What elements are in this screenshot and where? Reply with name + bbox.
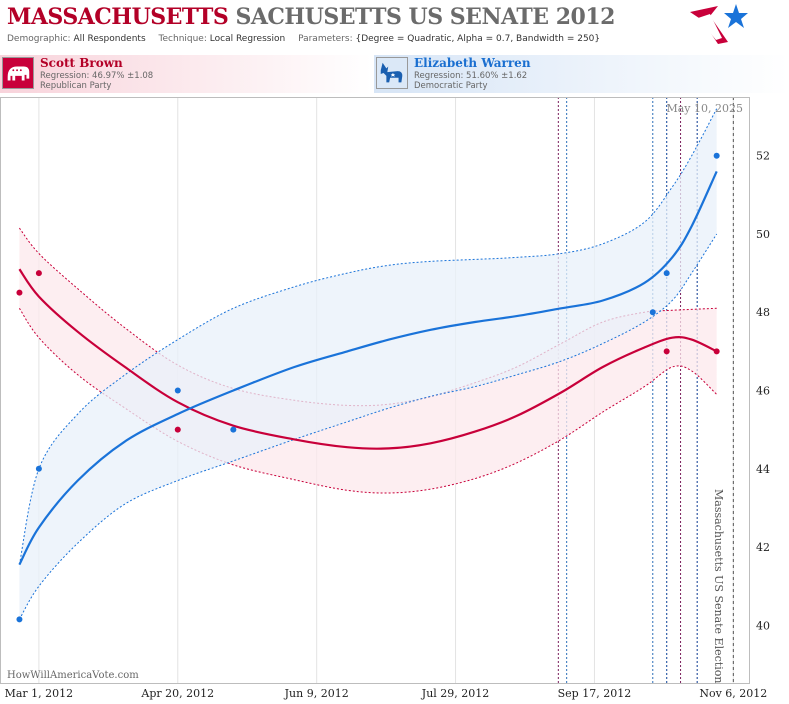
y-tick-label: 48: [756, 306, 770, 319]
candidate-card-elizabeth-warren: Elizabeth Warren Regression: 51.60% ±1.6…: [374, 55, 789, 93]
y-tick-label: 40: [756, 619, 770, 632]
candidate-party: Republican Party: [40, 81, 112, 91]
site-logo-icon: [690, 4, 748, 44]
poll-point-rep: [16, 289, 23, 296]
poll-point-rep: [663, 348, 670, 355]
poll-point-dem: [35, 465, 42, 472]
democratic-donkey-icon: [376, 57, 408, 89]
republican-elephant-icon: [2, 57, 34, 89]
technique-value: Local Regression: [209, 34, 286, 44]
parameters-label: Parameters:: [298, 34, 353, 44]
candidate-party: Democratic Party: [414, 81, 488, 91]
y-tick-label: 42: [756, 541, 770, 554]
poll-point-rep: [174, 426, 181, 433]
x-tick-label: Jul 29, 2012: [421, 687, 490, 700]
plot-frame: [0, 97, 750, 684]
band-upper-rep: [19, 227, 717, 407]
band-lower-dem: [18, 233, 718, 620]
x-tick-label: Nov 6, 2012: [699, 687, 767, 700]
page-title: MASSACHUSETTS SACHUSETTS US SENATE 2012: [7, 4, 615, 30]
header: MASSACHUSETTS SACHUSETTS US SENATE 2012 …: [0, 0, 789, 52]
y-tick-label: 52: [756, 150, 770, 163]
poll-point-dem: [174, 387, 181, 394]
candidate-name: Scott Brown: [40, 56, 123, 70]
poll-point-dem: [663, 270, 670, 277]
trend-line-dem: [18, 170, 718, 566]
poll-point-rep: [35, 270, 42, 277]
poll-chart: Mar 1, 2012 Apr 20, 2012 Jun 9, 2012 Jul 29…: [0, 97, 770, 700]
confidence-band-dem: [19, 108, 717, 620]
date-stamp: May 10, 2025: [666, 102, 743, 115]
technique-label: Technique:: [158, 34, 207, 44]
x-tick-label: Jun 9, 2012: [284, 687, 349, 700]
parameters-line: Demographic: All Respondents Technique: …: [7, 34, 600, 44]
x-tick-label: Mar 1, 2012: [5, 687, 74, 700]
x-tick-label: Apr 20, 2012: [140, 687, 214, 700]
candidate-name: Elizabeth Warren: [414, 56, 531, 70]
band-upper-dem: [18, 108, 718, 565]
poll-point-rep: [713, 348, 720, 355]
demographic-value: All Respondents: [73, 34, 146, 44]
y-tick-label: 44: [756, 463, 770, 476]
poll-point-dem: [230, 426, 237, 433]
watermark: HowWillAmericaVote.com: [7, 670, 139, 681]
y-tick-label: 50: [756, 228, 770, 241]
candidate-regression: Regression: 46.97% ±1.08: [40, 71, 154, 81]
parameters-value: {Degree = Quadratic, Alpha = 0.7, Bandwi…: [355, 34, 601, 44]
y-tick-label: 46: [756, 385, 770, 398]
poll-point-dem: [16, 616, 23, 623]
title-race: SACHUSETTS US SENATE 2012: [235, 4, 615, 30]
poll-point-dem: [713, 152, 720, 159]
poll-point-dem: [649, 309, 656, 316]
candidate-card-scott-brown: Scott Brown Regression: 46.97% ±1.08 Rep…: [0, 55, 372, 93]
candidate-regression: Regression: 51.60% ±1.62: [414, 71, 528, 81]
x-tick-label: Sep 17, 2012: [558, 687, 632, 700]
title-state: MASSACHUSETTS: [7, 4, 229, 30]
trend-line-rep: [18, 268, 718, 450]
demographic-label: Demographic:: [7, 34, 71, 44]
election-event-label: Massachusetts US Senate Election: [712, 489, 725, 683]
